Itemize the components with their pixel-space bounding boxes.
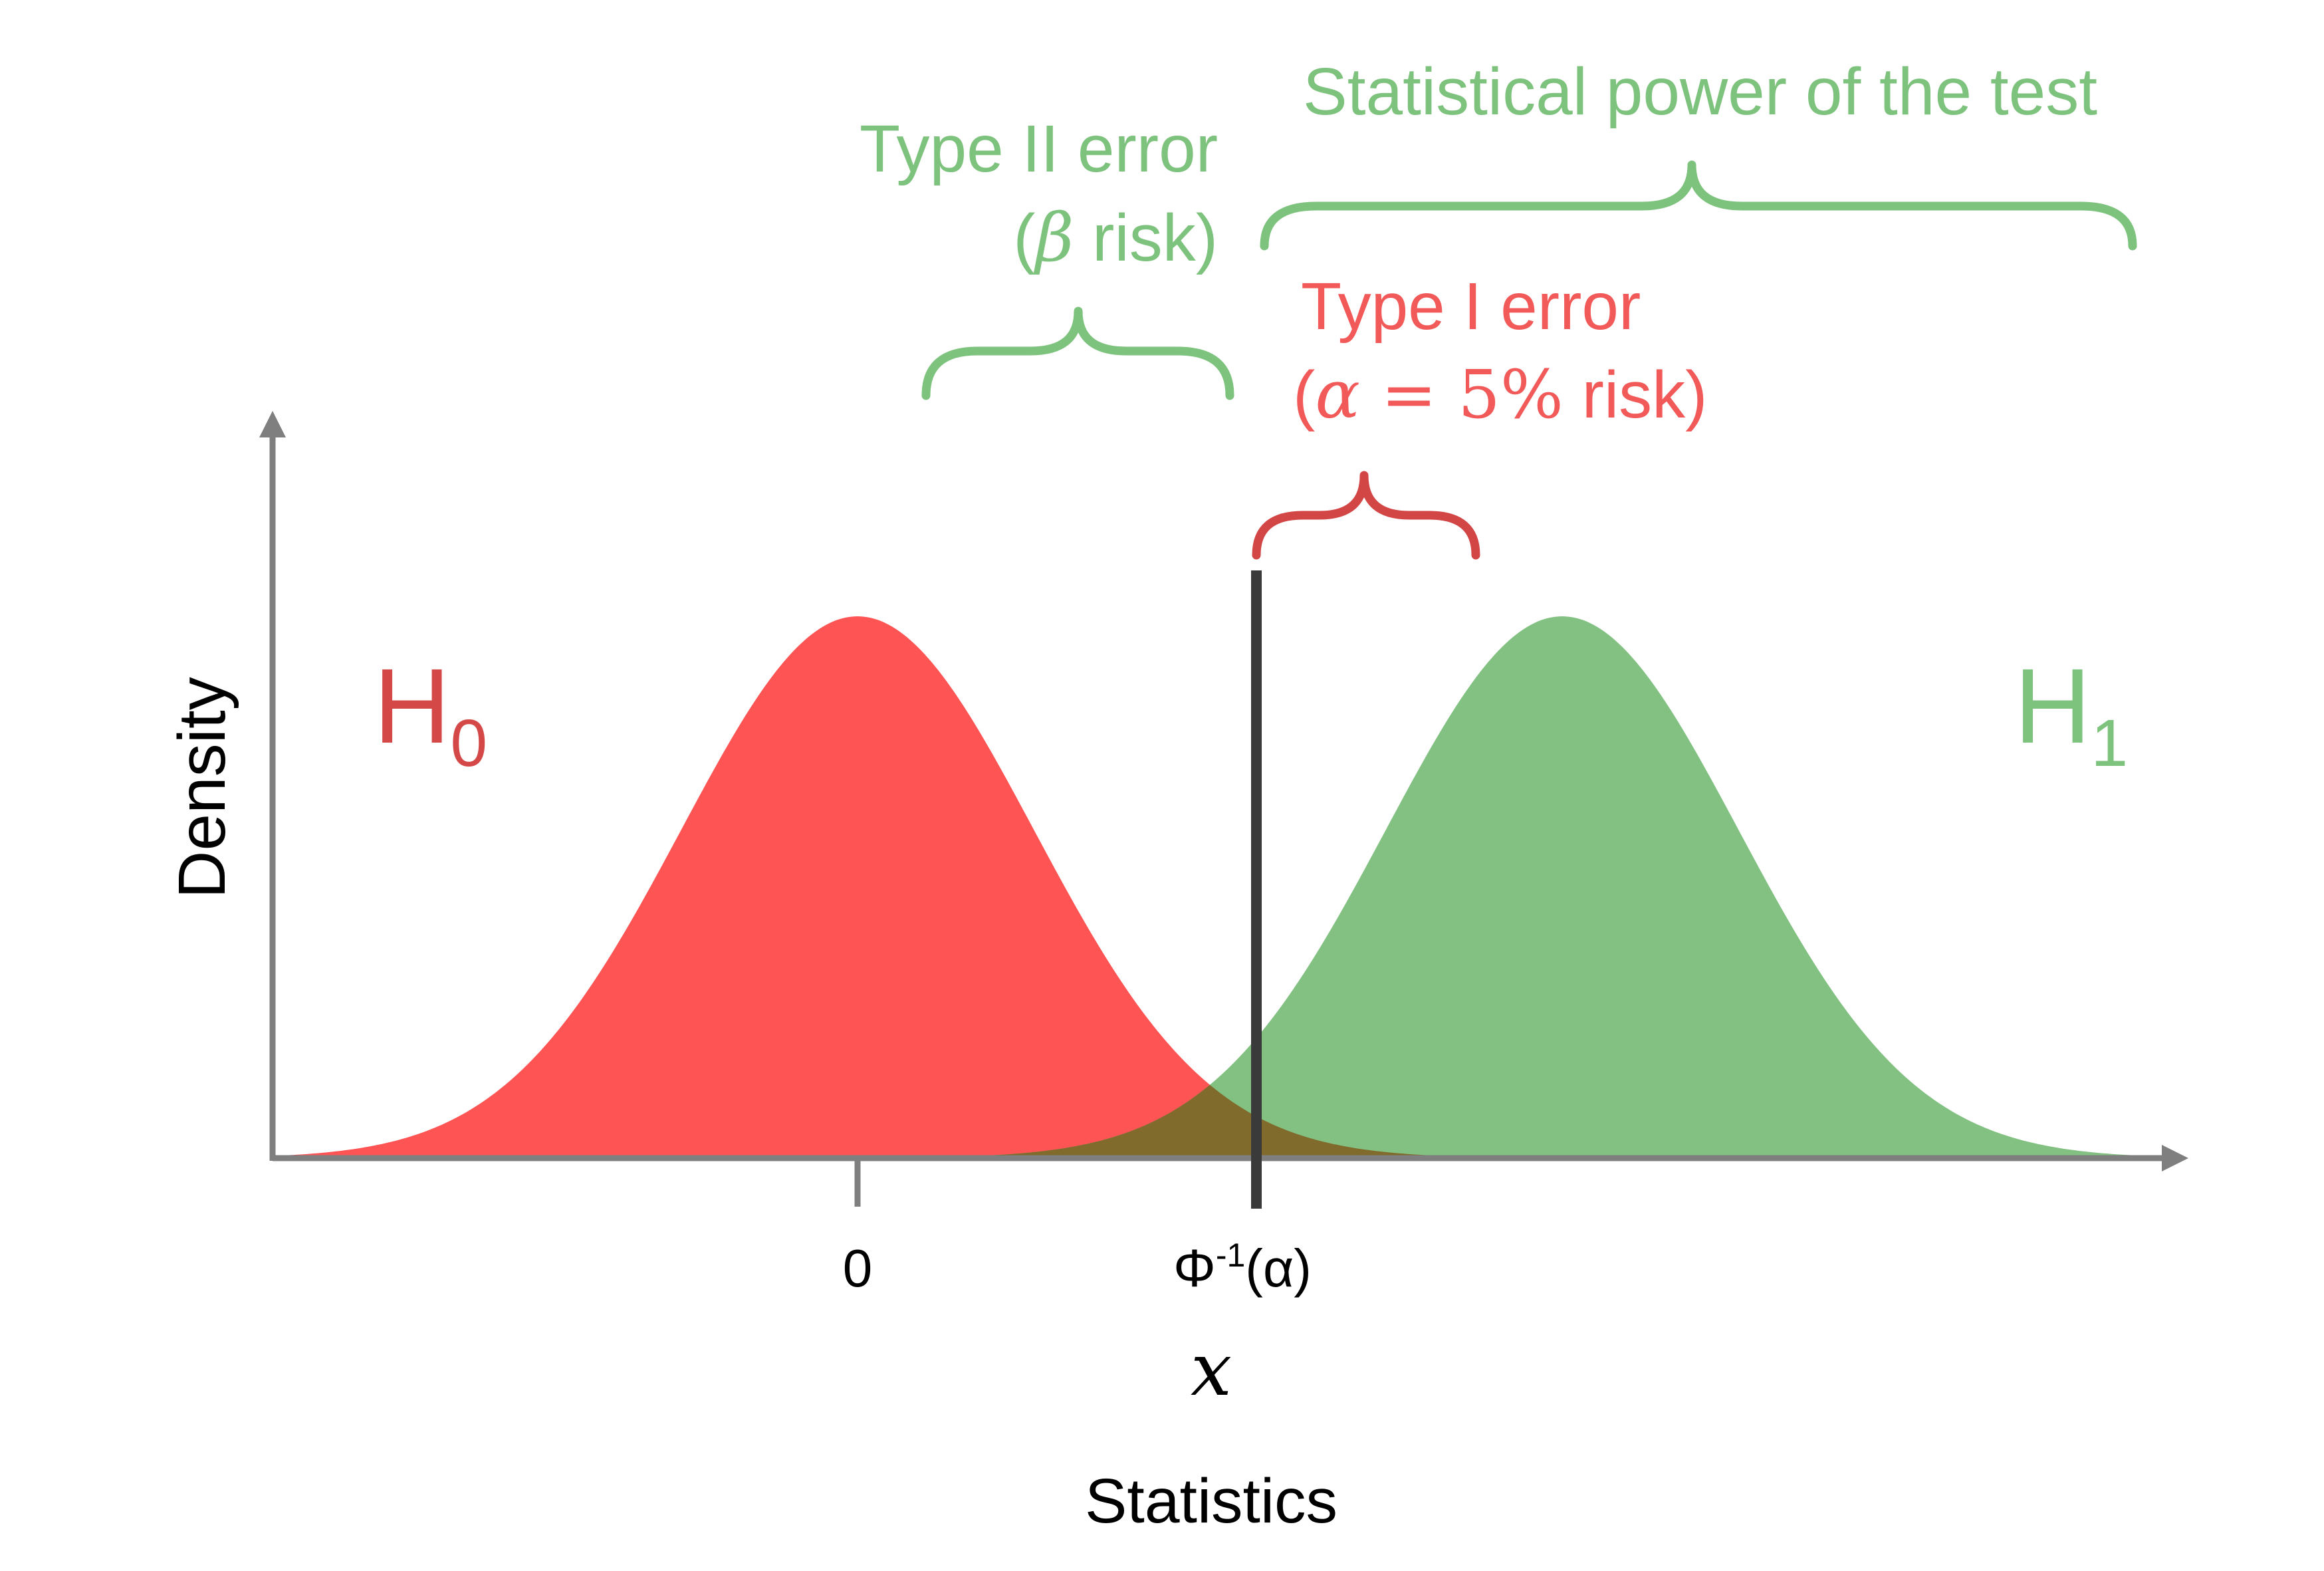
type1-label-line2: (α = 5% risk) xyxy=(1293,356,1707,433)
x-variable-label: x xyxy=(1191,1327,1232,1412)
h0-label: H0 xyxy=(374,646,487,781)
overlap-region xyxy=(981,1084,1439,1158)
tick-label-threshold: Φ-1(α) xyxy=(1173,1237,1312,1298)
h0-distribution xyxy=(276,616,1439,1158)
type2-label-line2: (β risk) xyxy=(1013,199,1218,277)
x-axis-arrowhead xyxy=(2162,1145,2188,1171)
tick-label-zero: 0 xyxy=(843,1239,873,1298)
h1-distribution xyxy=(981,616,2144,1158)
power-label: Statistical power of the test xyxy=(1303,55,2097,129)
type1-label-line1: Type I error xyxy=(1301,269,1641,344)
x-axis-title: Statistics xyxy=(1085,1466,1337,1536)
type2-label-line1: Type II error xyxy=(860,112,1218,186)
y-axis-arrowhead xyxy=(259,411,286,437)
axes xyxy=(259,411,2188,1207)
type2-brace xyxy=(921,306,1234,400)
y-axis-title: Density xyxy=(165,677,239,898)
h1-label: H1 xyxy=(2014,646,2128,781)
power-brace xyxy=(1260,160,2137,251)
type1-brace xyxy=(1252,471,1480,560)
